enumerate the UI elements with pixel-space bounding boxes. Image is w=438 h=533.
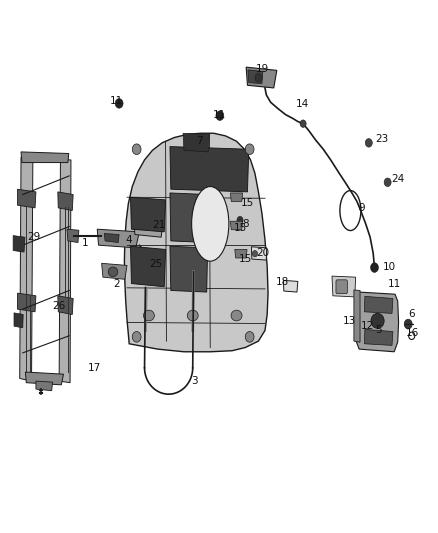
Polygon shape — [97, 229, 139, 248]
Text: 17: 17 — [88, 363, 101, 373]
Polygon shape — [104, 233, 119, 243]
Text: 26: 26 — [53, 302, 66, 311]
Polygon shape — [18, 293, 36, 312]
Text: 15: 15 — [241, 198, 254, 207]
Text: 7: 7 — [196, 136, 203, 146]
Polygon shape — [364, 296, 393, 313]
Text: 14: 14 — [296, 99, 309, 109]
Polygon shape — [134, 219, 163, 237]
Polygon shape — [356, 292, 399, 352]
Ellipse shape — [187, 310, 198, 321]
Text: 5: 5 — [375, 326, 382, 335]
Circle shape — [237, 216, 243, 224]
Polygon shape — [58, 192, 73, 211]
Text: 11: 11 — [110, 96, 123, 106]
Text: 10: 10 — [382, 262, 396, 271]
Polygon shape — [131, 246, 166, 287]
Polygon shape — [230, 193, 243, 201]
Circle shape — [384, 178, 391, 187]
FancyBboxPatch shape — [336, 280, 347, 294]
Polygon shape — [14, 313, 23, 328]
Polygon shape — [18, 189, 36, 208]
Polygon shape — [251, 247, 267, 260]
Polygon shape — [248, 70, 263, 84]
Circle shape — [216, 111, 224, 120]
Polygon shape — [36, 381, 53, 391]
Text: 15: 15 — [239, 254, 252, 263]
Ellipse shape — [144, 310, 154, 321]
Circle shape — [132, 332, 141, 342]
Text: 13: 13 — [343, 316, 356, 326]
Circle shape — [300, 120, 306, 127]
Ellipse shape — [191, 187, 229, 261]
Polygon shape — [124, 133, 268, 352]
Ellipse shape — [231, 310, 242, 321]
Polygon shape — [13, 236, 25, 252]
Polygon shape — [25, 372, 64, 385]
Polygon shape — [235, 249, 247, 258]
Text: 6: 6 — [408, 310, 415, 319]
Polygon shape — [67, 229, 79, 243]
Text: 12: 12 — [361, 321, 374, 331]
Polygon shape — [20, 157, 33, 381]
Text: 9: 9 — [358, 203, 365, 213]
Circle shape — [365, 139, 372, 147]
Polygon shape — [354, 290, 360, 342]
Polygon shape — [170, 193, 208, 243]
Text: 3: 3 — [191, 376, 198, 386]
Circle shape — [132, 144, 141, 155]
Polygon shape — [58, 296, 73, 314]
Ellipse shape — [108, 267, 118, 277]
Polygon shape — [102, 263, 127, 279]
Text: 2: 2 — [113, 279, 120, 288]
Ellipse shape — [371, 313, 384, 328]
Text: 4: 4 — [126, 235, 133, 245]
Circle shape — [371, 263, 378, 272]
Circle shape — [245, 144, 254, 155]
Polygon shape — [246, 67, 277, 88]
Polygon shape — [170, 246, 208, 292]
Text: 11: 11 — [212, 110, 226, 119]
Text: 24: 24 — [391, 174, 404, 183]
Polygon shape — [170, 147, 249, 192]
Text: 21: 21 — [152, 220, 165, 230]
Text: 18: 18 — [276, 278, 289, 287]
Polygon shape — [183, 133, 209, 152]
Text: 1: 1 — [82, 238, 89, 247]
Text: 25: 25 — [149, 259, 162, 269]
Circle shape — [115, 99, 123, 108]
Polygon shape — [364, 329, 393, 345]
Circle shape — [252, 251, 258, 257]
Text: 23: 23 — [375, 134, 389, 143]
Polygon shape — [332, 276, 356, 297]
Circle shape — [245, 332, 254, 342]
Text: 15: 15 — [233, 223, 247, 233]
Text: 8: 8 — [242, 219, 249, 229]
Text: 16: 16 — [406, 328, 419, 338]
Polygon shape — [230, 221, 243, 230]
Text: 20: 20 — [256, 248, 269, 258]
Polygon shape — [283, 280, 298, 292]
Text: 29: 29 — [28, 232, 41, 242]
Text: 19: 19 — [256, 64, 269, 74]
Circle shape — [255, 74, 262, 82]
Polygon shape — [21, 152, 69, 163]
Polygon shape — [143, 259, 154, 269]
Circle shape — [404, 319, 412, 329]
Text: 11: 11 — [388, 279, 401, 289]
Polygon shape — [131, 197, 166, 232]
Polygon shape — [59, 160, 71, 383]
